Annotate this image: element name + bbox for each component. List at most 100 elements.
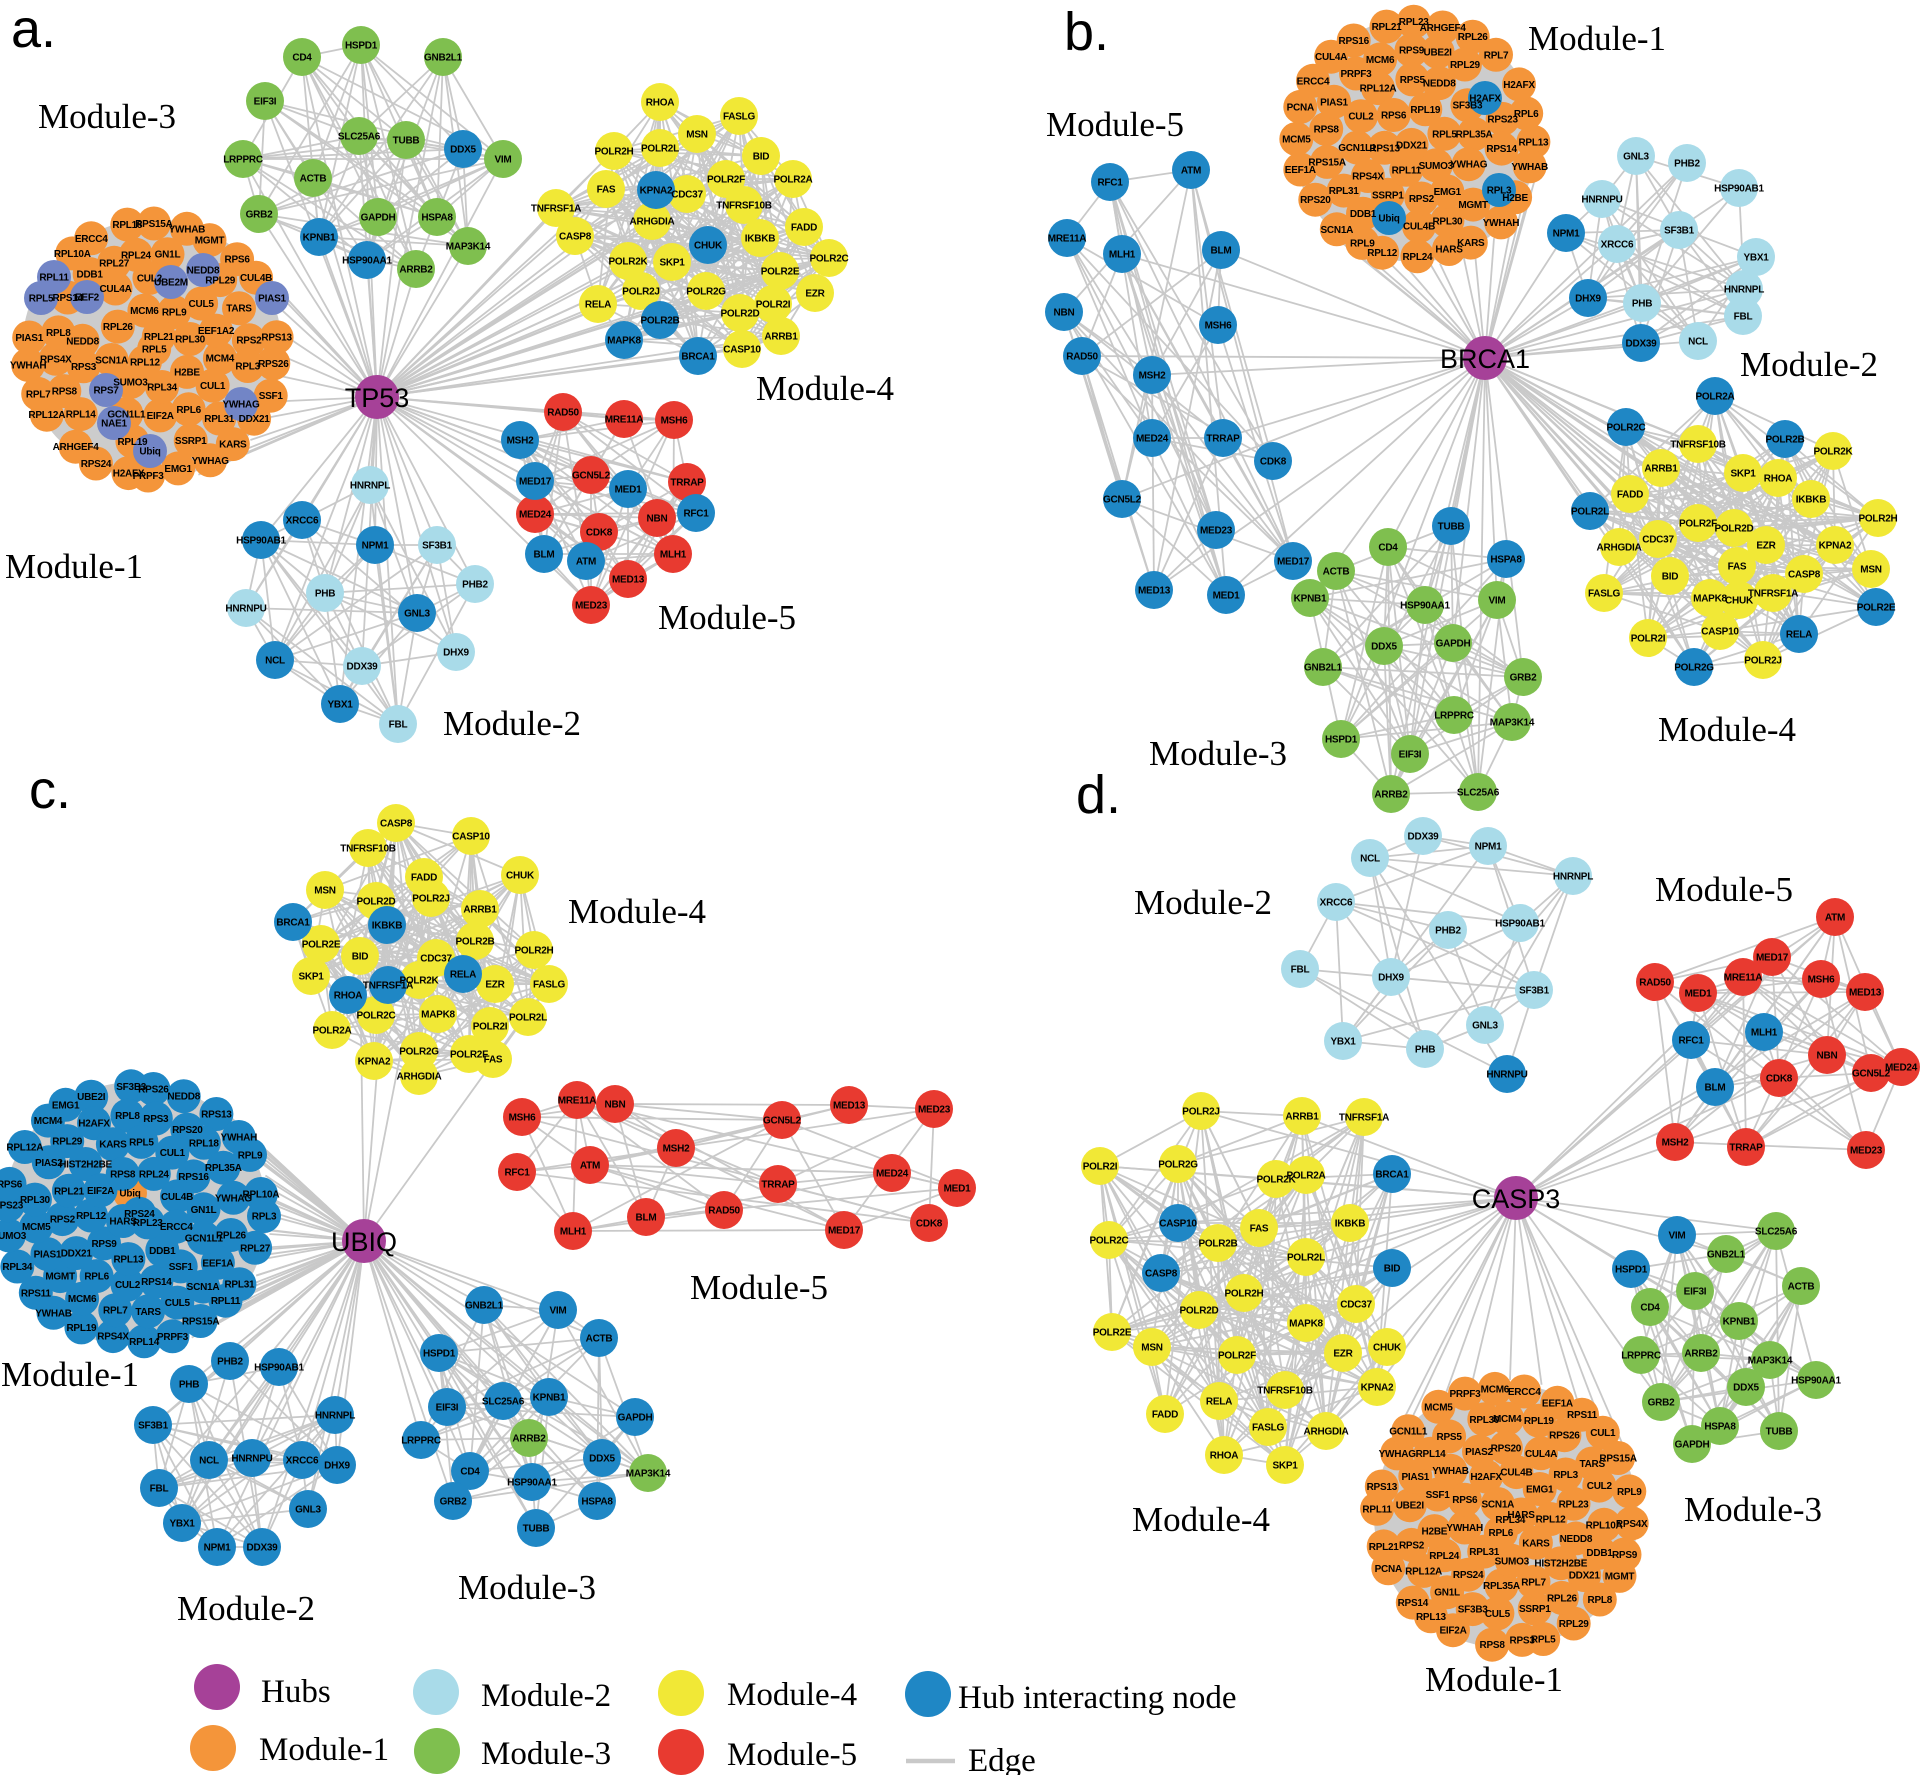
svg-text:BLM: BLM bbox=[534, 550, 555, 561]
svg-text:CUL1: CUL1 bbox=[1590, 1428, 1616, 1439]
svg-text:CD4: CD4 bbox=[1640, 1303, 1660, 1314]
svg-text:RPL23: RPL23 bbox=[1559, 1499, 1590, 1510]
svg-text:HSPD1: HSPD1 bbox=[423, 1349, 456, 1360]
svg-text:RPS26: RPS26 bbox=[1549, 1431, 1580, 1442]
svg-text:EMG1: EMG1 bbox=[1526, 1485, 1554, 1496]
svg-text:RPL24: RPL24 bbox=[121, 250, 152, 261]
svg-text:RPS15A: RPS15A bbox=[1308, 157, 1345, 168]
svg-text:RPL21: RPL21 bbox=[1369, 1542, 1400, 1553]
svg-text:TRRAP: TRRAP bbox=[1729, 1143, 1763, 1154]
svg-text:MRE11A: MRE11A bbox=[1048, 234, 1087, 245]
svg-text:GCN1L1: GCN1L1 bbox=[107, 409, 146, 420]
svg-text:PHB: PHB bbox=[1632, 299, 1652, 310]
svg-text:HSPD1: HSPD1 bbox=[1615, 1265, 1648, 1276]
svg-text:BLM: BLM bbox=[1211, 246, 1232, 257]
svg-text:RPS3: RPS3 bbox=[71, 362, 97, 373]
svg-text:RPL26: RPL26 bbox=[1458, 32, 1489, 43]
svg-text:PRPF3: PRPF3 bbox=[133, 471, 165, 482]
svg-text:HSPD1: HSPD1 bbox=[1325, 735, 1358, 746]
svg-text:DDX21: DDX21 bbox=[239, 414, 271, 425]
svg-text:MED24: MED24 bbox=[876, 1169, 909, 1180]
svg-text:FAS: FAS bbox=[1250, 1224, 1269, 1235]
svg-text:POLR2D: POLR2D bbox=[356, 897, 395, 908]
svg-text:GN1L: GN1L bbox=[155, 250, 181, 261]
svg-text:RPL12A: RPL12A bbox=[28, 410, 65, 421]
svg-text:TP53: TP53 bbox=[345, 383, 410, 413]
svg-text:RPL12: RPL12 bbox=[1367, 248, 1398, 259]
svg-text:TRRAP: TRRAP bbox=[1206, 434, 1240, 445]
svg-text:ERCC4: ERCC4 bbox=[1508, 1387, 1541, 1398]
svg-text:UBE2M: UBE2M bbox=[154, 278, 188, 289]
svg-text:RPL7: RPL7 bbox=[103, 1306, 128, 1317]
svg-text:RPL3: RPL3 bbox=[1487, 186, 1512, 197]
svg-text:EZR: EZR bbox=[1756, 541, 1776, 552]
svg-text:IKBKB: IKBKB bbox=[1796, 495, 1826, 506]
svg-text:PIAS2: PIAS2 bbox=[35, 1158, 63, 1169]
svg-text:CASP10: CASP10 bbox=[723, 345, 761, 356]
svg-text:SSF1: SSF1 bbox=[259, 391, 284, 402]
svg-text:ERCC4: ERCC4 bbox=[160, 1222, 193, 1233]
svg-text:FADD: FADD bbox=[411, 873, 437, 884]
svg-text:RPL14: RPL14 bbox=[66, 410, 97, 421]
svg-text:MED1: MED1 bbox=[944, 1184, 971, 1195]
svg-text:HARS: HARS bbox=[1507, 1510, 1535, 1521]
svg-text:SKP1: SKP1 bbox=[1730, 469, 1756, 480]
svg-text:HIST2H2BE: HIST2H2BE bbox=[59, 1160, 112, 1171]
svg-text:GAPDH: GAPDH bbox=[1436, 639, 1471, 650]
svg-text:MCM5: MCM5 bbox=[22, 1222, 51, 1233]
svg-text:KPNB1: KPNB1 bbox=[303, 233, 336, 244]
svg-text:DDB1: DDB1 bbox=[76, 270, 103, 281]
svg-text:HNRNPU: HNRNPU bbox=[225, 604, 266, 615]
svg-text:Module-2: Module-2 bbox=[177, 1589, 315, 1628]
svg-text:c.: c. bbox=[29, 760, 71, 820]
svg-text:PIAS2: PIAS2 bbox=[1465, 1447, 1493, 1458]
svg-text:CUL5: CUL5 bbox=[165, 1298, 191, 1309]
svg-text:MSN: MSN bbox=[1860, 565, 1882, 576]
svg-text:ACTB: ACTB bbox=[1323, 567, 1350, 578]
svg-text:POLR2K: POLR2K bbox=[1813, 447, 1853, 458]
svg-text:YWHAB: YWHAB bbox=[35, 1308, 72, 1319]
svg-text:GAPDH: GAPDH bbox=[1675, 1440, 1710, 1451]
svg-text:EMG1: EMG1 bbox=[52, 1100, 80, 1111]
svg-text:RPL23: RPL23 bbox=[133, 1218, 164, 1229]
svg-text:POLR2J: POLR2J bbox=[1744, 656, 1781, 667]
svg-text:RPL27: RPL27 bbox=[240, 1243, 271, 1254]
svg-text:POLR2C: POLR2C bbox=[356, 1011, 395, 1022]
svg-text:CUL2: CUL2 bbox=[137, 273, 163, 284]
svg-text:Module-2: Module-2 bbox=[443, 704, 581, 743]
svg-text:RPL27: RPL27 bbox=[99, 258, 130, 269]
svg-text:RPL21: RPL21 bbox=[1372, 22, 1403, 33]
svg-text:Module-2: Module-2 bbox=[1740, 345, 1878, 384]
svg-text:RPS13: RPS13 bbox=[201, 1110, 232, 1121]
svg-text:DHX9: DHX9 bbox=[443, 648, 469, 659]
svg-text:DDX39: DDX39 bbox=[1626, 339, 1658, 350]
svg-text:POLR2F: POLR2F bbox=[1679, 519, 1717, 530]
svg-text:YWHAG: YWHAG bbox=[215, 1193, 253, 1204]
svg-text:RPL9: RPL9 bbox=[1350, 238, 1375, 249]
svg-text:RPL11: RPL11 bbox=[39, 273, 69, 284]
svg-text:ARHGDIA: ARHGDIA bbox=[1597, 543, 1642, 554]
svg-text:RPS14: RPS14 bbox=[1486, 144, 1517, 155]
svg-text:RPS6: RPS6 bbox=[1452, 1495, 1478, 1506]
svg-text:NCL: NCL bbox=[265, 656, 285, 667]
svg-text:CDK8: CDK8 bbox=[586, 528, 613, 539]
svg-text:POLR2L: POLR2L bbox=[1571, 507, 1609, 518]
svg-text:DDX39: DDX39 bbox=[247, 1543, 279, 1554]
svg-text:RPL13: RPL13 bbox=[1518, 137, 1549, 148]
svg-text:PHB2: PHB2 bbox=[1435, 926, 1461, 937]
svg-text:RPL30: RPL30 bbox=[1432, 216, 1463, 227]
svg-text:FBL: FBL bbox=[150, 1484, 169, 1495]
svg-text:RPL29: RPL29 bbox=[205, 276, 236, 287]
svg-text:SSRP1: SSRP1 bbox=[1372, 190, 1404, 201]
svg-text:RPS2: RPS2 bbox=[1399, 1540, 1425, 1551]
svg-text:Module-2: Module-2 bbox=[1134, 883, 1272, 922]
svg-text:RELA: RELA bbox=[450, 970, 476, 981]
svg-text:LRPPRC: LRPPRC bbox=[223, 155, 263, 166]
svg-text:HNRNPL: HNRNPL bbox=[1724, 285, 1764, 296]
svg-text:EIF2A: EIF2A bbox=[1439, 1626, 1466, 1637]
svg-text:RELA: RELA bbox=[1206, 1397, 1232, 1408]
svg-text:SKP1: SKP1 bbox=[298, 972, 324, 983]
svg-text:Module-1: Module-1 bbox=[259, 1732, 389, 1768]
svg-text:HSP90AB1: HSP90AB1 bbox=[1714, 184, 1764, 195]
svg-text:RPL14: RPL14 bbox=[1416, 1449, 1447, 1460]
